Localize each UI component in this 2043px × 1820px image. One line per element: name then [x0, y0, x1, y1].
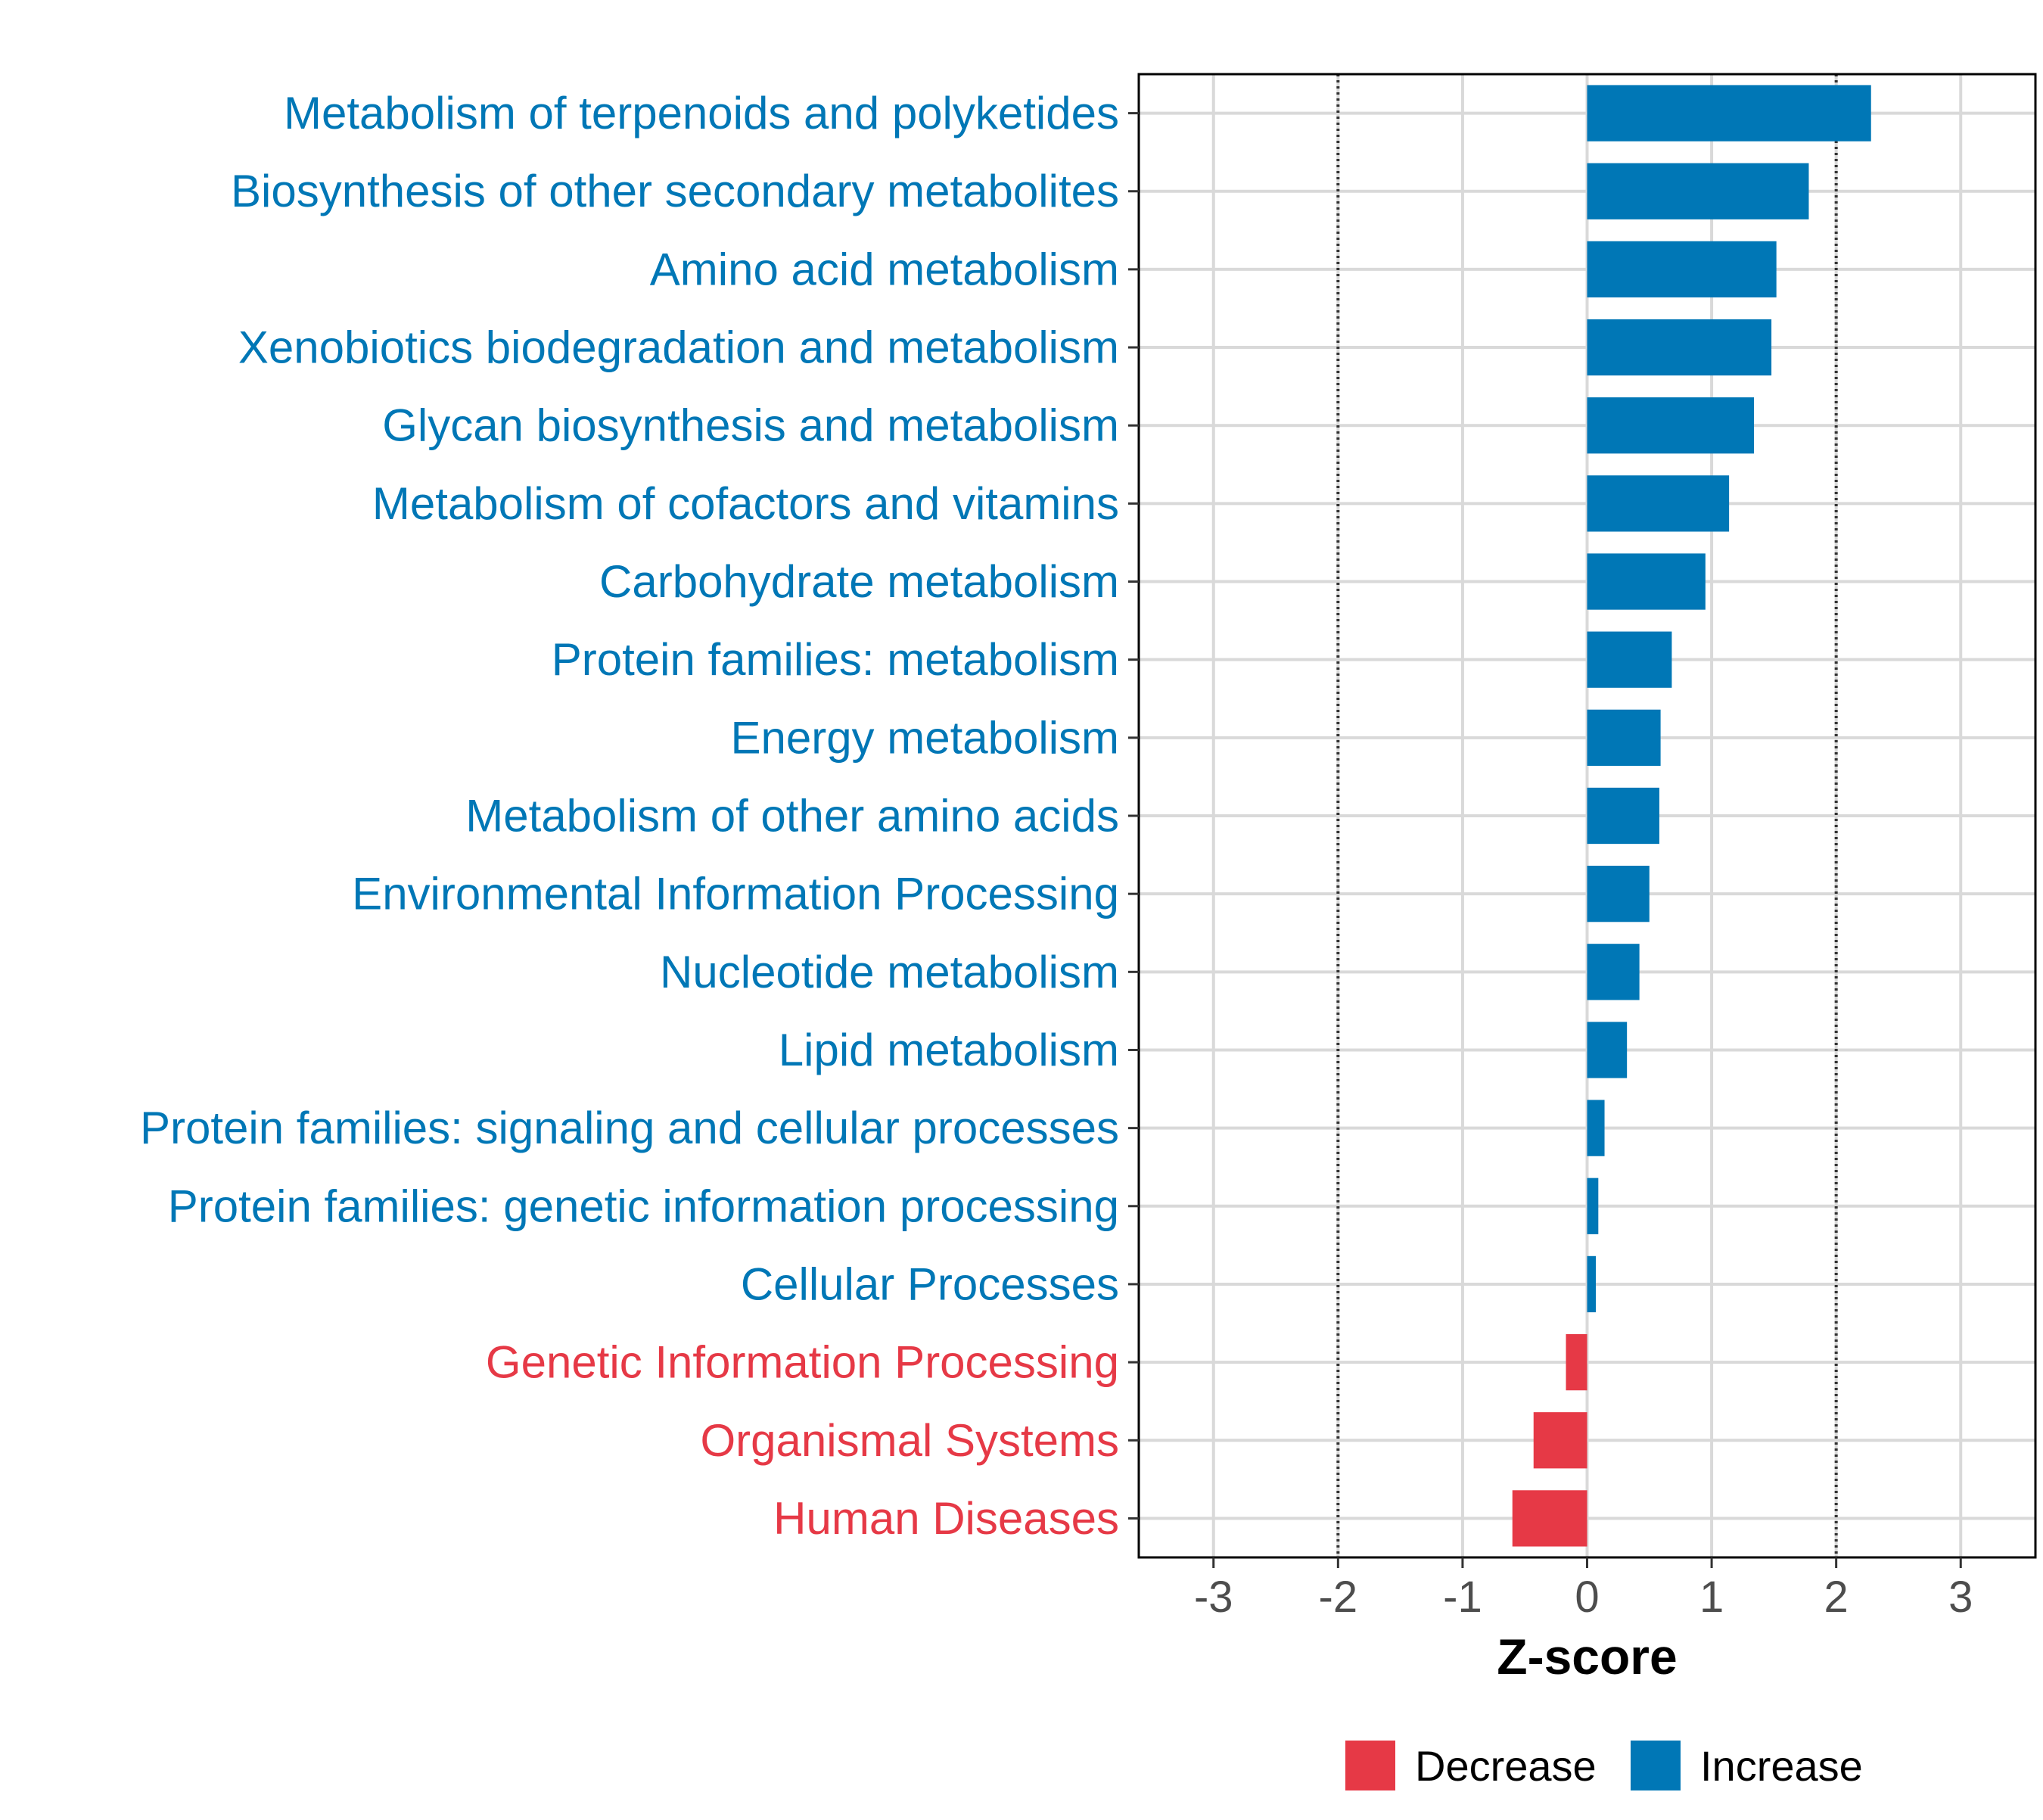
- bar-13: [1587, 1100, 1605, 1156]
- bar-5: [1587, 475, 1730, 532]
- reference-lines: [1336, 74, 1838, 1557]
- category-label-0: Metabolism of terpenoids and polyketides: [284, 88, 1119, 138]
- x-tick-label-0: -3: [1194, 1573, 1233, 1622]
- legend: Decrease Increase: [1345, 1741, 1863, 1790]
- category-label-12: Lipid metabolism: [779, 1025, 1119, 1075]
- y-ticks: Metabolism of terpenoids and polyketides…: [140, 88, 1139, 1544]
- bar-9: [1587, 787, 1659, 845]
- category-label-14: Protein families: genetic information pr…: [168, 1181, 1119, 1231]
- x-tick-label-5: 2: [1824, 1573, 1849, 1622]
- bar-12: [1587, 1022, 1628, 1078]
- bars: [1512, 85, 1871, 1547]
- bar-4: [1587, 397, 1755, 454]
- category-label-2: Amino acid metabolism: [650, 244, 1119, 294]
- bar-0: [1587, 85, 1871, 142]
- bar-8: [1587, 709, 1661, 766]
- x-tick-label-6: 3: [1948, 1573, 1973, 1622]
- bar-6: [1587, 553, 1706, 610]
- category-label-9: Metabolism of other amino acids: [465, 791, 1119, 842]
- category-label-13: Protein families: signaling and cellular…: [140, 1103, 1119, 1153]
- legend-swatch-decrease: [1345, 1741, 1395, 1790]
- legend-label-increase: Increase: [1700, 1742, 1863, 1790]
- category-label-18: Human Diseases: [773, 1493, 1119, 1544]
- x-ticks: -3 -2 -1 0 1 2 3: [1194, 1557, 1973, 1622]
- legend-swatch-increase: [1631, 1741, 1681, 1790]
- category-label-1: Biosynthesis of other secondary metaboli…: [231, 166, 1119, 216]
- legend-label-decrease: Decrease: [1415, 1742, 1597, 1790]
- bar-17: [1533, 1412, 1587, 1469]
- category-label-8: Energy metabolism: [730, 712, 1119, 763]
- category-label-5: Metabolism of cofactors and vitamins: [372, 478, 1119, 529]
- category-label-16: Genetic Information Processing: [486, 1337, 1119, 1388]
- category-label-4: Glycan biosynthesis and metabolism: [382, 400, 1119, 451]
- x-tick-label-4: 1: [1699, 1573, 1724, 1622]
- x-tick-label-2: -1: [1443, 1573, 1482, 1622]
- bar-2: [1587, 241, 1777, 298]
- x-axis-title: Z-score: [1497, 1629, 1677, 1685]
- category-label-6: Carbohydrate metabolism: [599, 556, 1119, 607]
- bar-10: [1587, 866, 1650, 922]
- category-label-3: Xenobiotics biodegradation and metabolis…: [238, 322, 1119, 373]
- bar-18: [1512, 1490, 1587, 1547]
- category-label-17: Organismal Systems: [701, 1415, 1119, 1466]
- category-label-7: Protein families: metabolism: [552, 634, 1119, 685]
- x-tick-label-1: -2: [1319, 1573, 1358, 1622]
- category-label-10: Environmental Information Processing: [352, 869, 1119, 919]
- bar-14: [1587, 1178, 1599, 1234]
- bar-1: [1587, 163, 1809, 219]
- category-label-11: Nucleotide metabolism: [660, 947, 1119, 997]
- bar-11: [1587, 944, 1640, 1000]
- bar-3: [1587, 319, 1772, 376]
- x-tick-label-3: 0: [1575, 1573, 1599, 1622]
- bar-7: [1587, 631, 1672, 688]
- category-label-15: Cellular Processes: [741, 1258, 1119, 1309]
- bar-16: [1566, 1333, 1587, 1391]
- bar-15: [1587, 1255, 1597, 1313]
